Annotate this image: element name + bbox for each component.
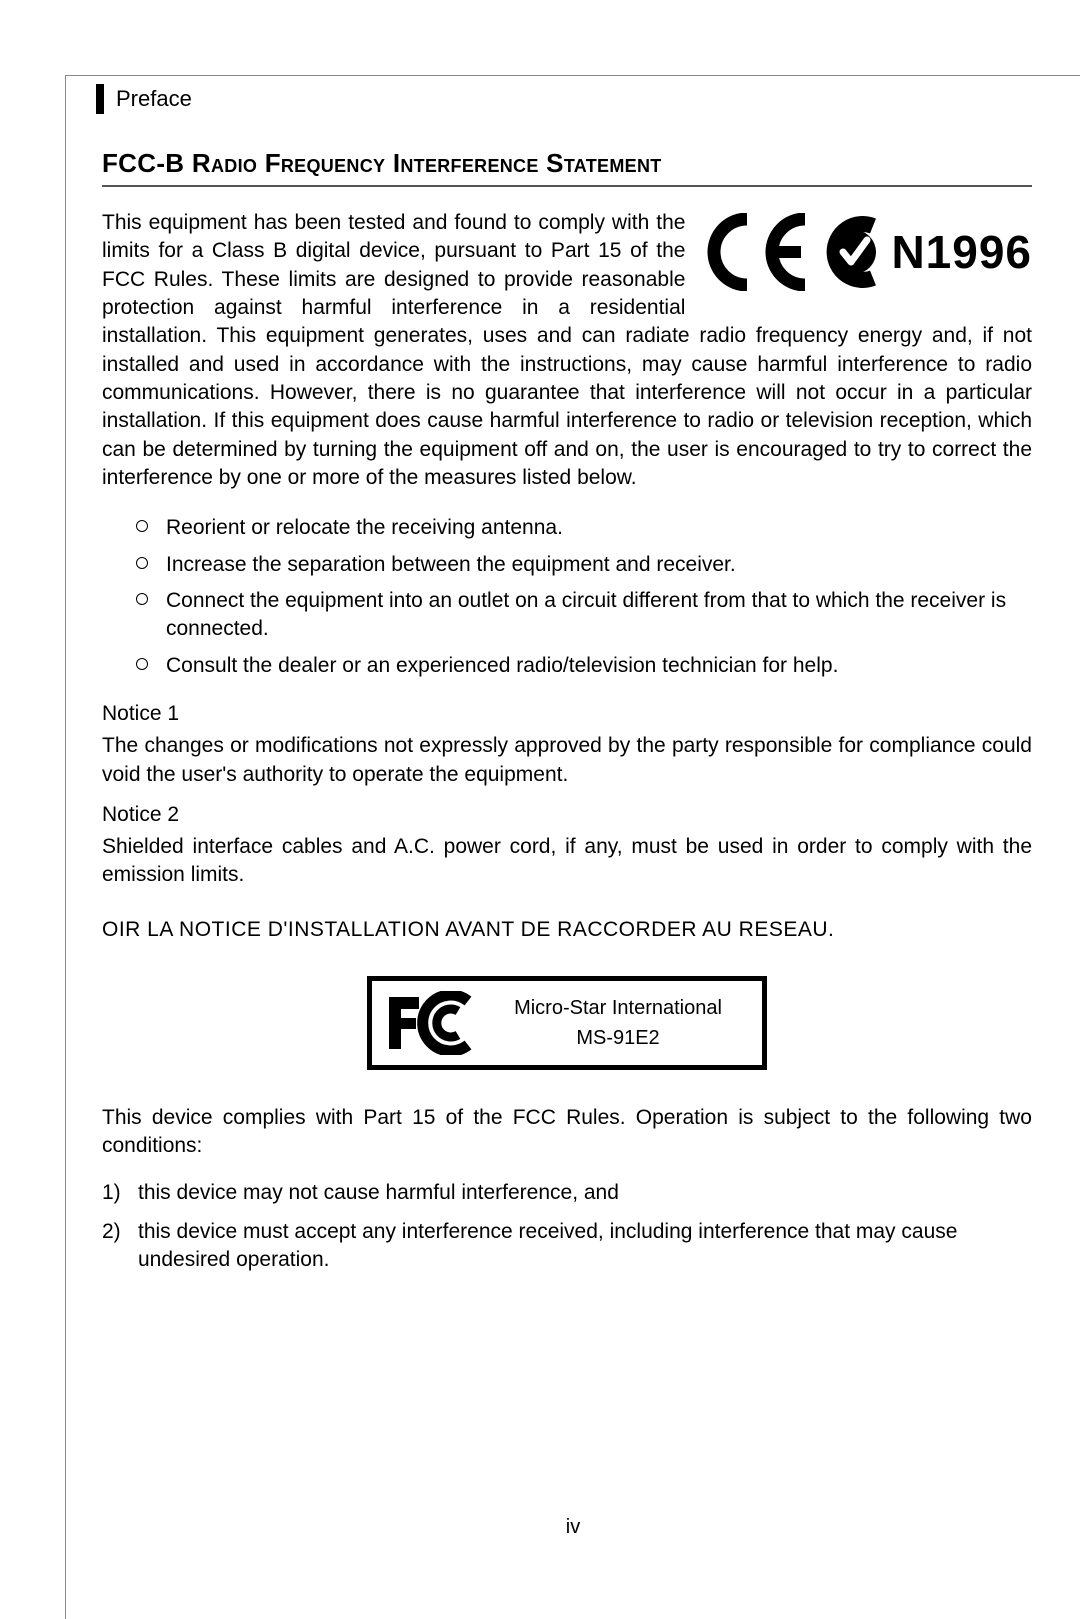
certification-marks: N1996 [705, 213, 1032, 291]
notice2-label: Notice 2 [102, 803, 1032, 827]
preface-header: Preface [66, 76, 1080, 138]
preface-label: Preface [116, 86, 192, 112]
condition-number: 2) [102, 1218, 126, 1275]
c-tick-icon [823, 216, 885, 288]
list-item: 2) this device must accept any interfere… [102, 1213, 1032, 1280]
measures-list: Reorient or relocate the receiving anten… [102, 510, 1032, 684]
measure-text: Reorient or relocate the receiving anten… [166, 514, 563, 542]
notice2-text: Shielded interface cables and A.C. power… [102, 833, 1032, 890]
list-item: 1) this device may not cause harmful int… [102, 1174, 1032, 1212]
heading-main: Radio Frequency Interference Statement [192, 148, 662, 178]
fcc-id-box: Micro-Star International MS-91E2 [367, 976, 767, 1070]
list-item: Connect the equipment into an outlet on … [102, 583, 1032, 648]
bullet-ring-icon [136, 557, 148, 569]
measure-text: Connect the equipment into an outlet on … [166, 587, 1032, 644]
measure-text: Increase the separation between the equi… [166, 551, 736, 579]
fcc-logo-icon [386, 991, 474, 1055]
heading-prefix: FCC-B [102, 148, 192, 178]
condition-text: this device must accept any interference… [138, 1218, 1032, 1275]
ce-mark-icon [705, 213, 817, 291]
section-heading: FCC-B Radio Frequency Interference State… [102, 138, 1032, 187]
notice1-text: The changes or modifications not express… [102, 732, 1032, 789]
preface-bar-icon [96, 84, 104, 114]
bullet-ring-icon [136, 658, 148, 670]
measure-text: Consult the dealer or an experienced rad… [166, 652, 838, 680]
intro-block: N1996 This equipment has been tested and… [102, 209, 1032, 506]
part15-intro: This device complies with Part 15 of the… [102, 1104, 1032, 1161]
content-area: FCC-B Radio Frequency Interference State… [66, 138, 1080, 1279]
page-number: iv [66, 1516, 1080, 1539]
conditions-list: 1) this device may not cause harmful int… [102, 1174, 1032, 1279]
bullet-ring-icon [136, 593, 148, 605]
page-frame: Preface FCC-B Radio Frequency Interferen… [65, 75, 1080, 1619]
fcc-model: MS-91E2 [492, 1023, 744, 1053]
list-item: Reorient or relocate the receiving anten… [102, 510, 1032, 546]
list-item: Consult the dealer or an experienced rad… [102, 648, 1032, 684]
list-item: Increase the separation between the equi… [102, 547, 1032, 583]
cert-code: N1996 [891, 225, 1032, 279]
bullet-ring-icon [136, 520, 148, 532]
condition-number: 1) [102, 1179, 126, 1207]
notice1-label: Notice 1 [102, 702, 1032, 726]
fcc-company: Micro-Star International [492, 993, 744, 1023]
fcc-box-text: Micro-Star International MS-91E2 [492, 993, 744, 1053]
condition-text: this device may not cause harmful interf… [138, 1179, 619, 1207]
french-notice: OIR LA NOTICE D'INSTALLATION AVANT DE RA… [102, 918, 1032, 942]
